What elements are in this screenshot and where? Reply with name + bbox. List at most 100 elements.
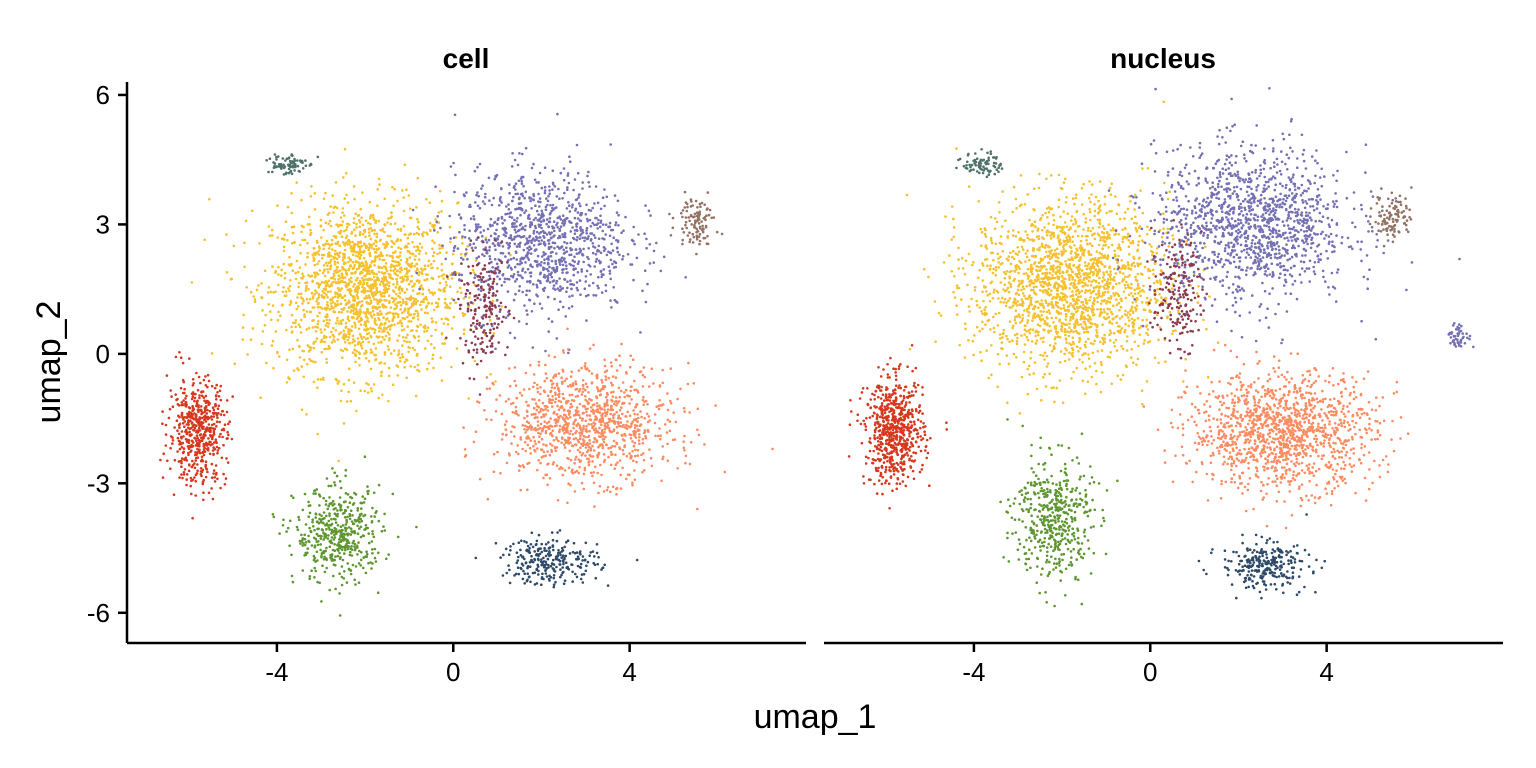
data-point	[301, 238, 304, 242]
data-point	[654, 434, 657, 438]
data-point	[592, 481, 596, 485]
data-point	[548, 453, 552, 457]
data-point	[203, 418, 206, 422]
data-point	[531, 346, 535, 349]
data-point	[597, 275, 600, 279]
data-point	[601, 196, 605, 199]
data-point	[407, 320, 411, 323]
data-point	[549, 251, 553, 254]
data-point	[592, 343, 595, 347]
data-point	[604, 289, 608, 293]
data-point	[484, 236, 488, 239]
data-point	[544, 543, 548, 546]
data-point	[357, 301, 361, 304]
data-point	[477, 288, 480, 291]
data-point	[617, 224, 620, 227]
data-point	[540, 209, 544, 213]
data-point	[393, 187, 396, 191]
data-point	[496, 450, 499, 454]
data-point	[583, 236, 587, 239]
data-point	[483, 409, 486, 412]
data-point	[401, 344, 404, 347]
data-point	[462, 328, 466, 332]
data-point	[545, 444, 548, 447]
data-point	[629, 456, 633, 460]
data-point	[543, 546, 546, 550]
data-point	[387, 320, 391, 323]
data-point	[448, 306, 452, 310]
data-point	[343, 294, 347, 298]
data-point	[313, 576, 316, 579]
data-point	[629, 437, 633, 440]
data-point	[366, 221, 370, 225]
data-point	[407, 242, 410, 245]
data-point	[642, 366, 646, 369]
data-point	[190, 449, 193, 453]
data-point	[233, 362, 236, 366]
data-point	[295, 259, 299, 263]
data-point	[513, 218, 516, 222]
data-point	[349, 527, 353, 530]
data-point	[372, 285, 375, 288]
data-point	[497, 304, 501, 308]
data-point	[490, 203, 494, 207]
data-point	[440, 332, 444, 336]
data-point	[298, 266, 302, 269]
data-point	[612, 390, 615, 394]
data-point	[541, 401, 545, 405]
data-point	[528, 425, 532, 429]
data-point	[649, 456, 653, 460]
data-point	[278, 532, 281, 535]
data-point	[500, 438, 504, 441]
data-point	[304, 523, 308, 526]
data-point	[280, 304, 284, 307]
data-point	[357, 516, 361, 519]
data-point	[361, 495, 365, 498]
data-point	[253, 300, 257, 304]
data-point	[478, 162, 482, 166]
data-point	[173, 458, 177, 462]
data-point	[416, 292, 419, 296]
data-point	[538, 236, 542, 239]
data-point	[488, 387, 492, 390]
data-point	[308, 357, 311, 361]
data-point	[214, 394, 218, 397]
data-point	[535, 285, 539, 289]
data-point	[575, 413, 579, 417]
cluster-points-1	[190, 147, 512, 463]
data-point	[647, 415, 651, 418]
data-point	[369, 237, 373, 241]
data-point	[190, 397, 194, 401]
data-point	[634, 448, 637, 452]
data-point	[353, 263, 357, 267]
data-point	[683, 410, 686, 413]
data-point	[272, 515, 276, 519]
data-point	[390, 245, 394, 249]
data-point	[559, 406, 563, 409]
data-point	[375, 278, 378, 282]
data-point	[542, 413, 545, 417]
data-point	[355, 226, 358, 229]
data-point	[343, 229, 346, 233]
data-point	[361, 223, 365, 227]
data-point	[548, 397, 551, 401]
data-point	[423, 347, 427, 350]
data-point	[349, 495, 352, 499]
data-point	[529, 252, 533, 255]
data-point	[320, 554, 323, 558]
data-point	[624, 371, 628, 374]
data-point	[609, 277, 612, 281]
data-point	[263, 323, 267, 327]
data-point	[492, 332, 496, 335]
data-point	[379, 361, 383, 364]
data-point	[337, 287, 340, 290]
data-point	[201, 482, 205, 486]
data-point	[533, 557, 536, 561]
data-point	[551, 398, 554, 402]
data-point	[445, 284, 448, 287]
data-point	[333, 549, 337, 552]
data-point	[325, 514, 328, 518]
data-point	[615, 247, 619, 250]
data-point	[635, 403, 638, 406]
data-point	[674, 420, 678, 424]
